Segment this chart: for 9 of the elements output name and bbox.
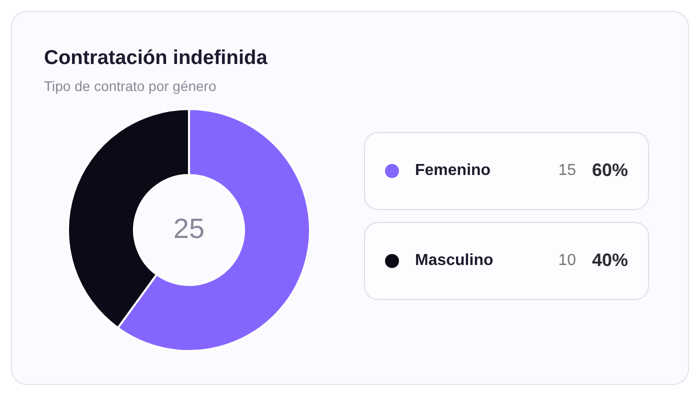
chart-subtitle: Tipo de contrato por género — [44, 78, 216, 94]
legend-label: Femenino — [415, 162, 491, 180]
text: 10 — [558, 252, 576, 269]
text: 15 — [558, 162, 576, 179]
data-label: 60% — [592, 160, 628, 181]
chart-title: Contratación indefinida — [44, 47, 268, 70]
data-label: 40% — [592, 250, 628, 271]
legend-label: Masculino — [415, 252, 494, 270]
text: 25 — [173, 213, 205, 244]
